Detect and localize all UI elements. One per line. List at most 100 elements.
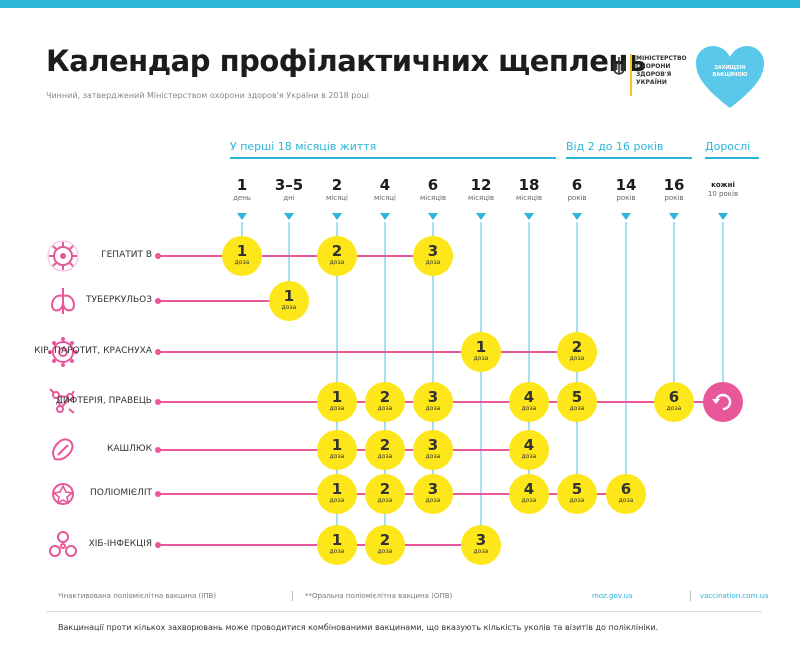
age-unit: день (233, 194, 251, 202)
group-label-adults: Дорослі (705, 140, 751, 153)
age-pointer-triangle (284, 213, 294, 220)
age-column-header: кожні 10 років (699, 176, 747, 199)
age-pointer-triangle (572, 213, 582, 220)
dose-unit: доза (329, 548, 345, 555)
age-pointer-triangle (621, 213, 631, 220)
dose-circle: 1 доза (461, 332, 501, 372)
age-unit: років (567, 194, 587, 202)
age-pointer-triangle (237, 213, 247, 220)
page-title: Календар профілактичних щеплень (46, 44, 646, 78)
dose-number: 1 (236, 242, 248, 260)
age-column-header: 4 місяці (361, 176, 409, 203)
dose-circle: 3 доза (413, 430, 453, 470)
disease-label: ДИФТЕРІЯ, ПРАВЕЦЬ (55, 396, 152, 406)
dose-number: 2 (379, 436, 391, 454)
dose-circle: 4 доза (509, 474, 549, 514)
dose-number: 4 (523, 436, 535, 454)
dose-unit: доза (521, 453, 537, 460)
dose-unit: доза (425, 453, 441, 460)
dose-unit: доза (329, 405, 345, 412)
age-value: 1 (236, 176, 248, 194)
dose-circle: 2 доза (365, 525, 405, 565)
age-unit: місяців (419, 194, 447, 202)
age-column-guide-line (528, 222, 530, 494)
footer-link-separator (690, 591, 691, 601)
age-pointer-triangle (718, 213, 728, 220)
dose-unit: доза (329, 497, 345, 504)
dose-circle: 1 доза (317, 474, 357, 514)
age-pointer-triangle (524, 213, 534, 220)
repeat-icon (712, 393, 732, 411)
row-timeline-line (158, 351, 577, 353)
age-value: 6 (571, 176, 583, 194)
top-accent-bar (0, 0, 800, 8)
age-column-header: 3–5 дні (265, 176, 313, 203)
footer-divider (46, 611, 762, 612)
dose-unit: доза (569, 497, 585, 504)
group-underline-2-to-16-years (566, 157, 692, 159)
age-value: 4 (379, 176, 391, 194)
age-pointer-triangle (669, 213, 679, 220)
age-value: 3–5 (274, 176, 304, 194)
footer-link-moz[interactable]: moz.gov.ua (592, 592, 633, 600)
disease-label: КАШЛЮК (106, 444, 152, 454)
age-unit: місяці (326, 194, 348, 202)
age-unit: років (616, 194, 636, 202)
dose-unit: доза (329, 259, 345, 266)
dose-number: 3 (427, 242, 439, 260)
age-column-header: 2 місяці (313, 176, 361, 203)
dose-circle: 2 доза (317, 236, 357, 276)
age-unit: 10 років (707, 190, 739, 198)
dose-unit: доза (618, 497, 634, 504)
dose-number: 3 (427, 480, 439, 498)
dose-unit: доза (473, 548, 489, 555)
age-column-header: 12 місяців (457, 176, 505, 203)
row-timeline-line (158, 255, 433, 257)
dose-circle: 1 доза (317, 525, 357, 565)
dose-number: 1 (331, 480, 343, 498)
age-column-header: 14 років (602, 176, 650, 203)
dose-number: 3 (427, 388, 439, 406)
dose-number: 2 (379, 480, 391, 498)
dose-circle: 1 доза (317, 430, 357, 470)
age-column-header: 6 років (553, 176, 601, 203)
dose-circle: 1 доза (269, 281, 309, 321)
footer-link-vaccination[interactable]: vaccination.com.ua (700, 592, 769, 600)
dose-number: 4 (523, 388, 535, 406)
footnote-ipv: *Інактивована поліомієлітна вакцина (ІПВ… (58, 592, 217, 600)
dose-circle: 3 доза (413, 236, 453, 276)
disease-label: КІР, ПАРОТИТ, КРАСНУХА (34, 346, 152, 356)
age-column-guide-line (480, 222, 482, 545)
dose-number: 2 (379, 531, 391, 549)
age-column-header: 6 місяців (409, 176, 457, 203)
age-value: кожні (711, 181, 735, 189)
dose-unit: доза (473, 355, 489, 362)
age-unit: місяців (467, 194, 495, 202)
group-label-first-18-months: У перші 18 місяців життя (230, 140, 377, 153)
dose-unit: доза (234, 259, 250, 266)
ministry-name: МІНІСТЕРСТВО ОХОРОНИ ЗДОРОВ'Я УКРАЇНИ (636, 55, 687, 86)
disease-label: ХІБ-ІНФЕКЦІЯ (88, 539, 152, 549)
age-pointer-triangle (380, 213, 390, 220)
heart-logo-icon (696, 46, 764, 108)
dose-number: 1 (283, 287, 295, 305)
measles-virus-icon (48, 337, 78, 367)
disease-label: ПОЛІОМІЄЛІТ (90, 488, 152, 498)
dose-circle: 5 доза (557, 382, 597, 422)
dose-number: 2 (331, 242, 343, 260)
dose-number: 1 (331, 436, 343, 454)
dose-number: 6 (668, 388, 680, 406)
group-label-2-to-16-years: Від 2 до 16 років (566, 140, 664, 153)
dose-circle: 2 доза (365, 382, 405, 422)
dose-unit: доза (425, 405, 441, 412)
dose-number: 1 (331, 388, 343, 406)
dose-unit: доза (425, 497, 441, 504)
bacteria-icon (49, 388, 75, 414)
dose-number: 3 (427, 436, 439, 454)
hib-icon (49, 531, 77, 557)
dose-number: 1 (475, 338, 487, 356)
dose-circle: 1 доза (317, 382, 357, 422)
age-unit: років (664, 194, 684, 202)
dose-unit: доза (521, 405, 537, 412)
dose-circle: 2 доза (557, 332, 597, 372)
